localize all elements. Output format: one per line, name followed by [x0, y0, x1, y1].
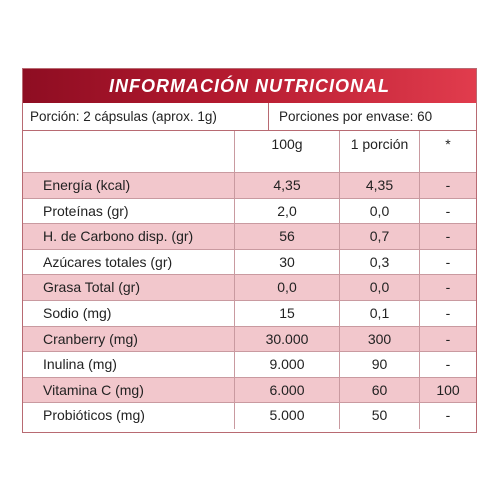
value-daily: - [445, 177, 451, 193]
value-portion: 4,35 [340, 173, 420, 198]
table-row: Cranberry (mg) 30.000 300 - [23, 326, 476, 353]
value-daily: - [445, 330, 451, 347]
value-100g: 2,0 [235, 198, 340, 224]
value-100g: 6.000 [235, 377, 340, 403]
header-daily-value: * [445, 136, 451, 152]
value-daily: - [445, 304, 451, 321]
value-portion: 90 [340, 352, 420, 377]
table-row: H. de Carbono disp. (gr) 56 0,7 - [23, 224, 476, 250]
value-100g: 9.000 [235, 352, 340, 377]
nutrient-name: Cranberry (mg) [23, 326, 235, 352]
nutrition-facts-panel: INFORMACIÓN NUTRICIONAL Porción: 2 cápsu… [22, 68, 477, 433]
value-daily: - [445, 407, 451, 424]
value-portion: 50 [340, 403, 420, 429]
nutrient-name: Inulina (mg) [23, 352, 235, 377]
nutrient-name: H. de Carbono disp. (gr) [23, 224, 235, 249]
header-per-100g: 100g [235, 131, 340, 172]
table-row: Inulina (mg) 9.000 90 - [23, 352, 476, 378]
nutrient-name: Sodio (mg) [23, 300, 235, 326]
value-portion: 300 [340, 326, 420, 352]
value-daily: - [445, 279, 451, 296]
value-100g: 30 [235, 249, 340, 275]
value-portion: 0,0 [340, 275, 420, 300]
table-header-row: 100g 1 porción * [23, 131, 476, 173]
value-100g: 15 [235, 300, 340, 326]
nutrient-name: Vitamina C (mg) [23, 377, 235, 403]
value-100g: 30.000 [235, 326, 340, 352]
value-100g: 0,0 [235, 275, 340, 300]
table-row: Vitamina C (mg) 6.000 60 100 [23, 377, 476, 404]
nutrition-title: INFORMACIÓN NUTRICIONAL [23, 69, 476, 103]
serving-size: Porción: 2 cápsulas (aprox. 1g) [23, 103, 269, 130]
value-daily: - [445, 202, 451, 219]
table-row: Energía (kcal) 4,35 4,35 - [23, 173, 476, 199]
value-daily: - [445, 228, 451, 245]
nutrient-name: Energía (kcal) [23, 173, 235, 198]
value-daily: 100 [436, 381, 460, 398]
nutrient-name: Grasa Total (gr) [23, 275, 235, 300]
header-per-portion: 1 porción [340, 131, 420, 172]
table-row: Sodio (mg) 15 0,1 - [23, 300, 476, 327]
header-nutrient [23, 131, 235, 172]
table-row: Proteínas (gr) 2,0 0,0 - [23, 198, 476, 225]
table-row: Azúcares totales (gr) 30 0,3 - [23, 249, 476, 276]
servings-per-container: Porciones por envase: 60 [279, 109, 433, 124]
value-daily: - [445, 356, 451, 373]
value-portion: 60 [340, 377, 420, 403]
nutrient-name: Proteínas (gr) [23, 198, 235, 224]
value-100g: 56 [235, 224, 340, 249]
nutrient-name: Probióticos (mg) [23, 403, 235, 429]
nutrient-name: Azúcares totales (gr) [23, 249, 235, 275]
value-portion: 0,0 [340, 198, 420, 224]
value-100g: 5.000 [235, 403, 340, 429]
nutrition-table: 100g 1 porción * Energía (kcal) 4,35 4,3… [23, 131, 476, 429]
value-100g: 4,35 [235, 173, 340, 198]
table-row: Probióticos (mg) 5.000 50 - [23, 403, 476, 429]
portion-info-row: Porción: 2 cápsulas (aprox. 1g) Porcione… [23, 103, 476, 131]
table-row: Grasa Total (gr) 0,0 0,0 - [23, 275, 476, 301]
value-portion: 0,7 [340, 224, 420, 249]
value-portion: 0,1 [340, 300, 420, 326]
value-portion: 0,3 [340, 249, 420, 275]
value-daily: - [445, 253, 451, 270]
